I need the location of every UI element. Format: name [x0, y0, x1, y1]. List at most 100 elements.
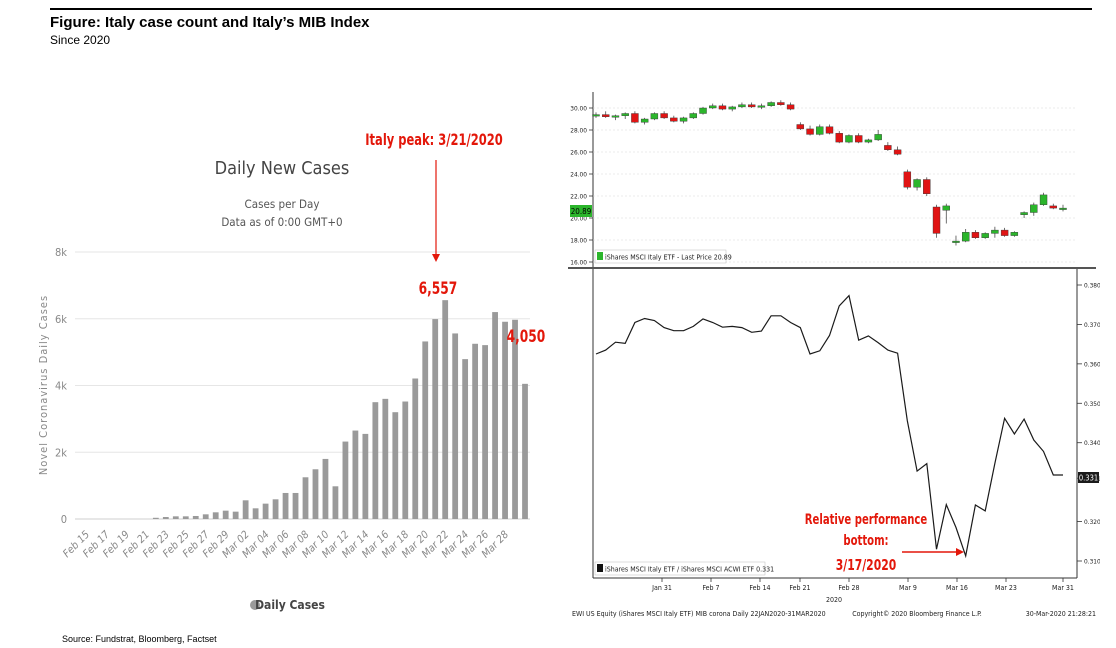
- price-candle-body: [709, 105, 717, 109]
- bbg-x-tick-labels: Jan 31 Feb 7 Feb 14 Feb 21 Feb 28 Mar 9 Mar 16…: [651, 578, 1074, 592]
- price-y-tick-28.00: 28.00: [570, 127, 587, 135]
- source-note: Source: Fundstrat, Bloomberg, Factset: [62, 634, 217, 644]
- price-candle-body: [786, 104, 795, 110]
- price-candle-body: [640, 118, 649, 123]
- cases-bar: [462, 359, 469, 519]
- bbg-footer-left: EWI US Equity (iShares MSCI Italy ETF) M…: [572, 610, 826, 618]
- last-value-label: 4,050: [507, 327, 546, 347]
- bbg-x-tick-label: Mar 9: [899, 584, 917, 592]
- cases-y-tick-8k: 8k: [55, 246, 67, 259]
- price-legend-box: [594, 249, 727, 264]
- cases-bar: [302, 477, 309, 519]
- price-candle-body: [1030, 204, 1038, 213]
- price-gridlines: [589, 107, 1077, 263]
- cases-bar: [232, 511, 239, 519]
- cases-bar: [422, 341, 429, 519]
- peak-value-label: 6,557: [419, 279, 458, 299]
- ratio-y-ticks: 0.380 0.370 0.360 0.350 0.340 0.331 0.320 0.310: [1077, 282, 1100, 566]
- price-candle-body: [660, 113, 668, 119]
- price-y-tick-30.00: 30.00: [570, 105, 587, 113]
- price-y-tick-24.00: 24.00: [570, 171, 587, 179]
- price-candle-body: [1020, 212, 1028, 215]
- ratio-legend-label: iShares MSCI Italy ETF / iShares MSCI AC…: [605, 566, 774, 574]
- cases-bar: [432, 319, 439, 519]
- bbg-x-year: 2020: [826, 596, 842, 604]
- cases-bar: [242, 500, 249, 519]
- cases-y-tick-2k: 2k: [55, 446, 67, 459]
- cases-bar: [272, 499, 279, 519]
- price-candle-body: [679, 117, 688, 122]
- ratio-y-tick-0.350: 0.350: [1084, 400, 1100, 408]
- cases-bar: [372, 402, 379, 519]
- cases-bar: [362, 433, 369, 519]
- cases-bar: [312, 469, 319, 519]
- italy-peak-arrow-head: [432, 254, 440, 262]
- price-y-tick-labels: 30.00 28.00 26.00 24.00 22.00 20.00 18.00 16.00: [570, 105, 587, 267]
- ratio-y-tick-0.360: 0.360: [1084, 360, 1100, 368]
- cases-bar: [502, 321, 508, 519]
- price-candle-body: [932, 206, 941, 234]
- price-candle-body: [796, 124, 805, 130]
- price-candle-body: [1059, 207, 1067, 210]
- cases-bar: [262, 503, 269, 519]
- cases-bar: [472, 343, 479, 519]
- cases-bar: [202, 514, 209, 519]
- price-candle-body: [903, 171, 912, 188]
- price-y-tick-16.00: 16.00: [570, 259, 587, 267]
- price-candle-body: [1039, 194, 1048, 205]
- cases-bar: [152, 517, 159, 519]
- cases-bar: [332, 486, 339, 519]
- last-ratio-badge: [1078, 472, 1099, 483]
- ratio-y-tick-0.320: 0.320: [1084, 518, 1100, 526]
- price-candle-body: [602, 114, 610, 117]
- price-candle-body: [718, 105, 727, 110]
- cases-bar: [192, 515, 199, 519]
- cases-bar: [382, 398, 389, 519]
- cases-bar: [282, 492, 289, 519]
- bbg-footer-copyright: Copyright© 2020 Bloomberg Finance L.P.: [852, 610, 982, 618]
- price-legend-swatch: [597, 252, 603, 260]
- price-candle-body: [777, 102, 785, 105]
- price-candle-body: [971, 232, 980, 239]
- price-candle-body: [874, 134, 882, 141]
- cases-chart-subtitle-1: Cases per Day: [245, 197, 320, 211]
- price-candle-body: [767, 102, 775, 106]
- cases-legend-label: Daily Cases: [255, 598, 325, 612]
- cases-bar: [292, 492, 299, 519]
- bbg-footer-timestamp: 30-Mar-2020 21:28:21: [1026, 610, 1096, 618]
- price-candle-body: [757, 105, 766, 108]
- last-ratio-badge-label: 0.331: [1079, 474, 1098, 483]
- ratio-legend-swatch: [597, 564, 603, 572]
- cases-y-tick-6k: 6k: [55, 313, 67, 326]
- bloomberg-svg: 30.00 28.00 26.00 24.00 22.00 20.00 18.00 16.00…: [568, 92, 1100, 618]
- price-candle-body: [893, 149, 902, 155]
- price-y-tick-18.00: 18.00: [570, 237, 587, 245]
- price-candle-body: [825, 126, 834, 134]
- price-y-tick-26.00: 26.00: [570, 149, 587, 157]
- bbg-x-tick-label: Feb 7: [702, 584, 719, 592]
- price-legend-label: iShares MSCI Italy ETF - Last Price 20.8…: [605, 254, 732, 262]
- relative-bottom-line-1: Relative performance: [805, 511, 928, 528]
- price-candle-body: [1000, 229, 1009, 236]
- cases-bar: [172, 516, 179, 519]
- cases-y-tick-0: 0: [61, 513, 67, 526]
- price-candles: [592, 100, 1067, 246]
- price-candle-body: [611, 115, 620, 118]
- figure-subtitle: Since 2020: [50, 33, 111, 47]
- relative-bottom-arrow-head: [956, 548, 964, 556]
- cases-bar: [352, 430, 359, 519]
- price-y-tick-20.00: 20.00: [570, 215, 587, 223]
- ratio-y-tick-0.310: 0.310: [1084, 558, 1100, 566]
- title-rule: [50, 8, 1092, 10]
- cases-bar: [222, 510, 229, 519]
- price-candle-body: [592, 114, 600, 117]
- ratio-legend-box: [594, 561, 766, 576]
- cases-bar: [342, 441, 349, 519]
- cases-legend-swatch: [250, 600, 260, 610]
- cases-bar: [512, 319, 518, 519]
- relative-bottom-line-3: 3/17/2020: [836, 557, 896, 575]
- italy-peak-annotation: Italy peak: 3/21/2020: [365, 132, 502, 150]
- price-candle-body: [738, 104, 746, 108]
- price-candle-body: [747, 104, 756, 108]
- bbg-x-tick-label: Mar 23: [995, 584, 1017, 592]
